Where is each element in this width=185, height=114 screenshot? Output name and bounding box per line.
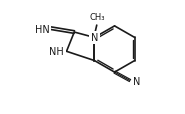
Text: NH: NH (49, 47, 64, 57)
Text: N: N (133, 76, 141, 86)
Text: CH₃: CH₃ (90, 12, 105, 21)
Text: HN: HN (35, 25, 49, 35)
Text: N: N (91, 33, 98, 43)
